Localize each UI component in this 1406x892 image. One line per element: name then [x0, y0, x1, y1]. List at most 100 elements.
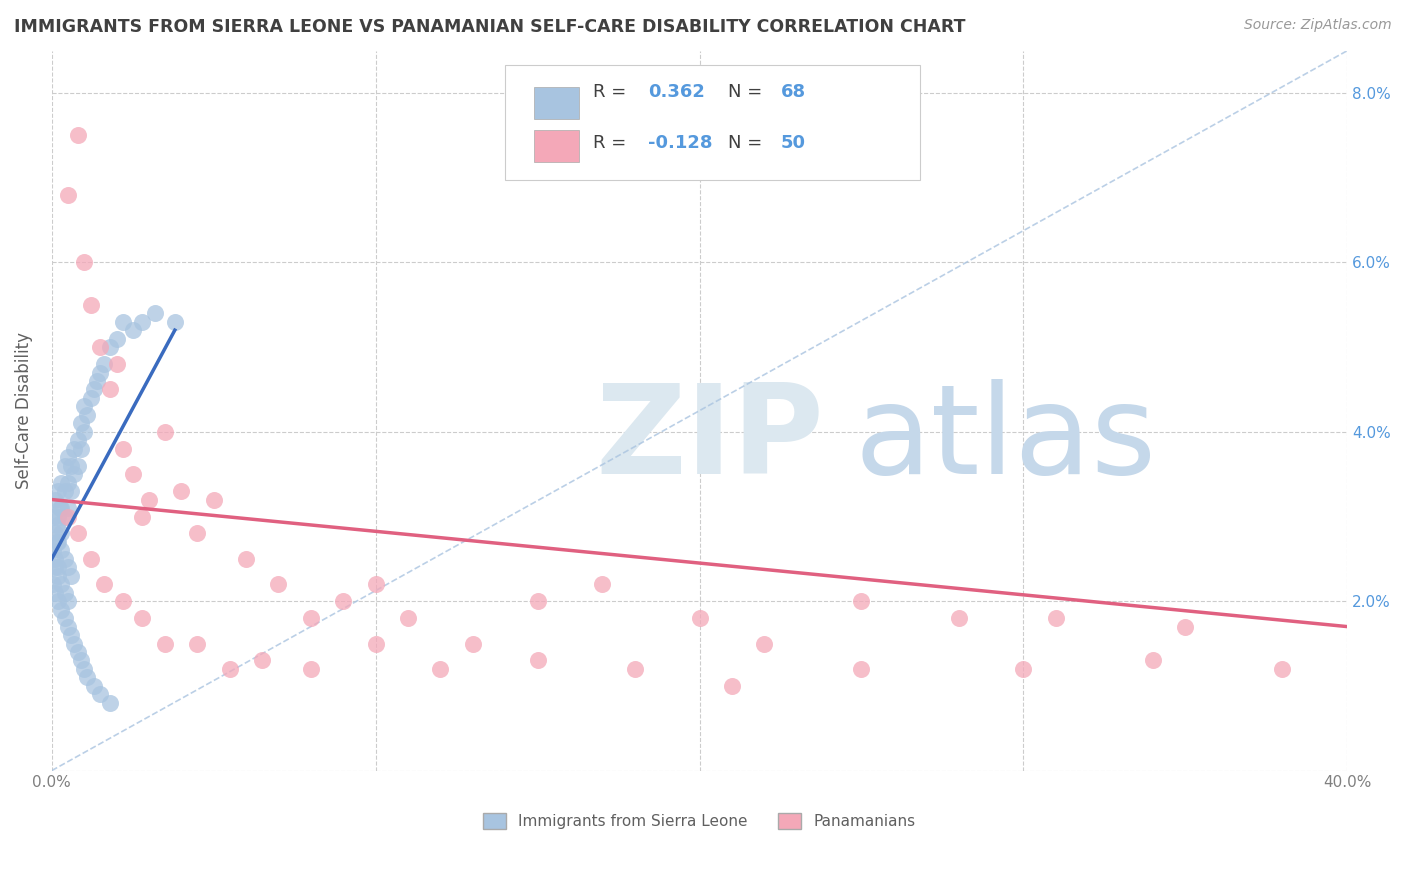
FancyBboxPatch shape	[534, 130, 579, 162]
Point	[56, 475, 79, 490]
Point	[49, 501, 72, 516]
Point	[66, 128, 89, 143]
Point	[56, 187, 79, 202]
Point	[44, 526, 66, 541]
Point	[1045, 611, 1067, 625]
Point	[89, 687, 111, 701]
Text: atlas: atlas	[855, 379, 1157, 500]
Point	[1271, 662, 1294, 676]
Point	[111, 594, 134, 608]
Text: N =: N =	[728, 134, 768, 152]
Point	[63, 467, 86, 482]
Point	[131, 509, 153, 524]
Point	[70, 653, 93, 667]
Point	[44, 560, 66, 574]
Point	[45, 518, 67, 533]
Point	[202, 492, 225, 507]
Point	[76, 408, 98, 422]
Point	[299, 662, 322, 676]
Point	[364, 636, 387, 650]
Point	[98, 340, 121, 354]
Point	[145, 306, 167, 320]
Point	[73, 255, 96, 269]
Point	[51, 526, 73, 541]
Point	[79, 552, 101, 566]
Point	[60, 628, 83, 642]
Point	[1142, 653, 1164, 667]
Y-axis label: Self-Care Disability: Self-Care Disability	[15, 332, 32, 489]
Point	[235, 552, 257, 566]
Point	[396, 611, 419, 625]
Point	[73, 400, 96, 414]
Point	[461, 636, 484, 650]
Point	[851, 594, 873, 608]
Point	[364, 577, 387, 591]
Point	[56, 509, 79, 524]
Point	[42, 543, 65, 558]
Point	[121, 323, 143, 337]
Point	[60, 569, 83, 583]
Point	[83, 679, 105, 693]
Point	[46, 535, 69, 549]
Point	[121, 467, 143, 482]
Point	[73, 662, 96, 676]
Point	[45, 535, 67, 549]
Point	[98, 383, 121, 397]
Point	[93, 577, 115, 591]
Point	[948, 611, 970, 625]
Point	[591, 577, 613, 591]
Text: IMMIGRANTS FROM SIERRA LEONE VS PANAMANIAN SELF-CARE DISABILITY CORRELATION CHAR: IMMIGRANTS FROM SIERRA LEONE VS PANAMANI…	[14, 18, 966, 36]
Point	[53, 509, 76, 524]
Point	[56, 450, 79, 465]
Point	[76, 670, 98, 684]
Point	[186, 636, 208, 650]
Point	[83, 383, 105, 397]
Point	[56, 619, 79, 633]
Point	[79, 391, 101, 405]
Point	[526, 653, 548, 667]
Point	[153, 425, 176, 439]
Point	[56, 594, 79, 608]
Point	[73, 425, 96, 439]
Point	[60, 484, 83, 499]
Point	[60, 458, 83, 473]
Point	[93, 357, 115, 371]
Point	[51, 543, 73, 558]
Point	[332, 594, 354, 608]
Point	[138, 492, 160, 507]
Point	[721, 679, 744, 693]
Point	[42, 577, 65, 591]
Point	[1012, 662, 1035, 676]
Point	[51, 602, 73, 616]
Text: 68: 68	[782, 84, 806, 102]
Point	[53, 611, 76, 625]
Point	[66, 458, 89, 473]
Point	[44, 492, 66, 507]
Text: -0.128: -0.128	[648, 134, 713, 152]
Point	[105, 357, 128, 371]
Point	[51, 475, 73, 490]
Point	[131, 611, 153, 625]
Point	[526, 594, 548, 608]
Point	[170, 484, 193, 499]
Point	[56, 501, 79, 516]
Text: N =: N =	[728, 84, 768, 102]
Point	[429, 662, 451, 676]
Point	[53, 552, 76, 566]
Point	[51, 501, 73, 516]
FancyBboxPatch shape	[534, 87, 579, 119]
Point	[86, 374, 108, 388]
Point	[44, 585, 66, 599]
Point	[754, 636, 776, 650]
Point	[44, 552, 66, 566]
Point	[267, 577, 290, 591]
Point	[163, 315, 186, 329]
Point	[89, 366, 111, 380]
Point	[53, 458, 76, 473]
Point	[153, 636, 176, 650]
Point	[51, 577, 73, 591]
Point	[46, 484, 69, 499]
Point	[851, 662, 873, 676]
Point	[63, 636, 86, 650]
Point	[219, 662, 242, 676]
